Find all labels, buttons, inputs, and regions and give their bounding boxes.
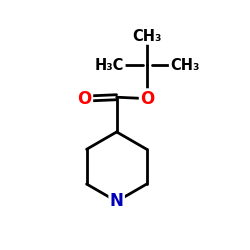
Text: O: O — [140, 90, 154, 108]
Text: CH₃: CH₃ — [132, 28, 162, 44]
Text: N: N — [110, 192, 124, 210]
Text: CH₃: CH₃ — [170, 58, 200, 73]
Text: O: O — [78, 90, 92, 108]
Text: H₃C: H₃C — [95, 58, 124, 73]
